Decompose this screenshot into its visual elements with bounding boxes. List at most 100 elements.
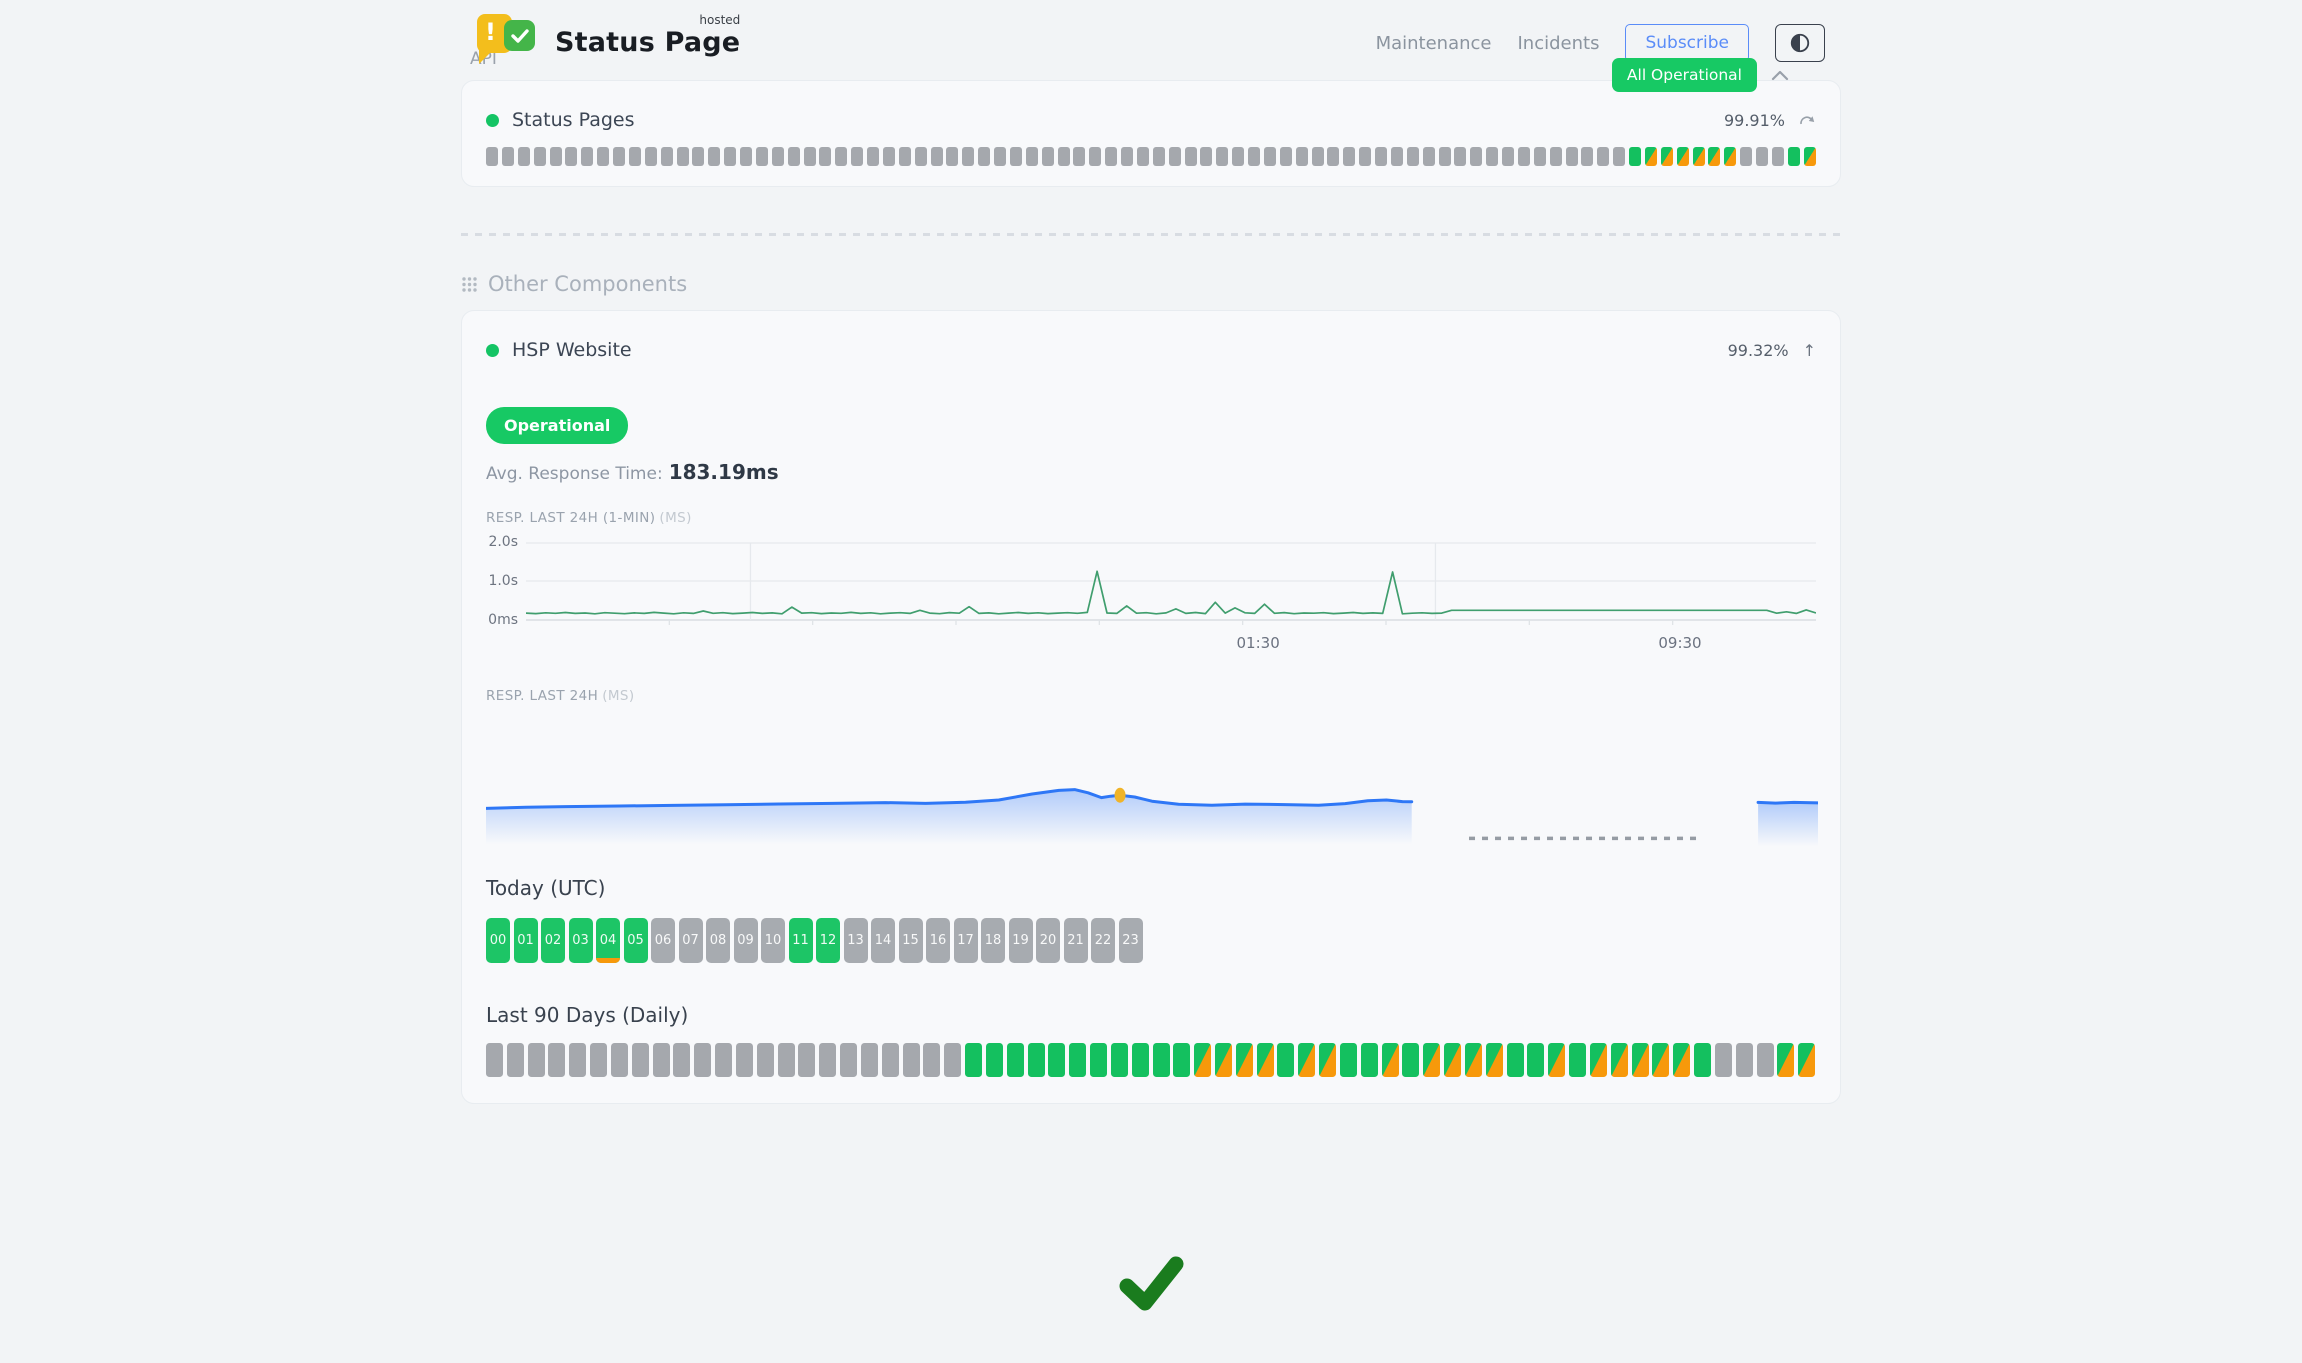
uptime-bar[interactable] — [692, 147, 705, 166]
uptime-bar[interactable] — [501, 147, 514, 166]
uptime-bar[interactable] — [803, 147, 816, 166]
hour-block-12[interactable]: 12 — [816, 918, 840, 963]
uptime-bar[interactable] — [1724, 147, 1737, 166]
hour-block-22[interactable]: 22 — [1091, 918, 1115, 963]
chevron-up-icon[interactable] — [1771, 70, 1789, 81]
uptime-bar[interactable] — [1402, 1043, 1420, 1077]
uptime-bar[interactable] — [798, 1043, 816, 1077]
uptime-bar[interactable] — [1533, 147, 1546, 166]
uptime-bar[interactable] — [1569, 1043, 1587, 1077]
uptime-bar[interactable] — [1200, 147, 1213, 166]
hour-block-11[interactable]: 11 — [788, 918, 813, 963]
uptime-bar[interactable] — [1652, 1043, 1670, 1077]
uptime-bar[interactable] — [1708, 147, 1721, 166]
uptime-bar[interactable] — [1089, 147, 1102, 166]
uptime-bar[interactable] — [1506, 1043, 1524, 1077]
uptime-bar[interactable] — [851, 147, 864, 166]
uptime-bar[interactable] — [1549, 147, 1562, 166]
refresh-icon[interactable] — [1799, 114, 1816, 127]
uptime-bar[interactable] — [962, 147, 975, 166]
uptime-bar[interactable] — [1470, 147, 1483, 166]
uptime-bar[interactable] — [1406, 147, 1419, 166]
uptime-bar[interactable] — [652, 1043, 670, 1077]
uptime-bar[interactable] — [1359, 147, 1372, 166]
uptime-bar[interactable] — [1041, 147, 1054, 166]
uptime-bar[interactable] — [1298, 1043, 1316, 1077]
uptime-bar[interactable] — [1390, 147, 1403, 166]
uptime-bar[interactable] — [1803, 147, 1816, 166]
uptime-bar[interactable] — [1644, 147, 1657, 166]
hour-block-05[interactable]: 05 — [623, 918, 648, 963]
uptime-bar[interactable] — [549, 147, 562, 166]
hour-block-13[interactable]: 13 — [843, 918, 868, 963]
uptime-bar[interactable] — [676, 147, 689, 166]
hour-block-21[interactable]: 21 — [1063, 918, 1088, 963]
uptime-bar[interactable] — [1277, 1043, 1295, 1077]
uptime-bar[interactable] — [644, 147, 657, 166]
uptime-bar[interactable] — [1069, 1043, 1087, 1077]
uptime-bar[interactable] — [533, 147, 546, 166]
hour-block-18[interactable]: 18 — [981, 918, 1005, 963]
hour-block-04[interactable]: 04 — [596, 918, 620, 963]
uptime-bar[interactable] — [1194, 1043, 1212, 1077]
uptime-bar[interactable] — [1319, 1043, 1337, 1077]
uptime-bar[interactable] — [548, 1043, 566, 1077]
uptime-bar[interactable] — [882, 147, 895, 166]
uptime-bar[interactable] — [946, 147, 959, 166]
last90-bar-strip[interactable] — [486, 1043, 1816, 1077]
uptime-bar[interactable] — [1343, 147, 1356, 166]
uptime-bar[interactable] — [1216, 147, 1229, 166]
uptime-bar[interactable] — [1009, 147, 1022, 166]
uptime-bar[interactable] — [1454, 147, 1467, 166]
uptime-bar[interactable] — [1168, 147, 1181, 166]
uptime-bar[interactable] — [1339, 1043, 1357, 1077]
theme-toggle-button[interactable] — [1775, 24, 1825, 62]
uptime-bar[interactable] — [1173, 1043, 1191, 1077]
uptime-bar[interactable] — [1110, 1043, 1128, 1077]
uptime-bar[interactable] — [1714, 1043, 1732, 1077]
uptime-bar[interactable] — [1589, 1043, 1607, 1077]
uptime-bar[interactable] — [724, 147, 737, 166]
uptime-bar[interactable] — [715, 1043, 733, 1077]
uptime-bar[interactable] — [517, 147, 530, 166]
uptime-bar[interactable] — [590, 1043, 608, 1077]
uptime-bar[interactable] — [1263, 147, 1276, 166]
uptime-bar[interactable] — [1517, 147, 1530, 166]
uptime-bar[interactable] — [1597, 147, 1610, 166]
response-area-chart[interactable] — [484, 734, 1820, 854]
uptime-bar[interactable] — [1152, 1043, 1170, 1077]
uptime-bar[interactable] — [756, 1043, 774, 1077]
hour-block-09[interactable]: 09 — [733, 918, 758, 963]
hour-block-17[interactable]: 17 — [953, 918, 978, 963]
uptime-bar[interactable] — [860, 1043, 878, 1077]
uptime-bar[interactable] — [1692, 147, 1705, 166]
uptime-bar[interactable] — [930, 147, 943, 166]
uptime-bar[interactable] — [1502, 147, 1514, 166]
uptime-bar[interactable] — [735, 1043, 753, 1077]
uptime-bar[interactable] — [898, 147, 911, 166]
uptime-bar[interactable] — [1527, 1043, 1545, 1077]
uptime-bar[interactable] — [660, 147, 673, 166]
uptime-bar-strip[interactable] — [486, 147, 1816, 166]
uptime-bar[interactable] — [777, 1043, 795, 1077]
uptime-bar[interactable] — [1214, 1043, 1232, 1077]
uptime-bar[interactable] — [1464, 1043, 1482, 1077]
uptime-bar[interactable] — [840, 1043, 858, 1077]
uptime-bar[interactable] — [1631, 1043, 1649, 1077]
uptime-bar[interactable] — [867, 147, 879, 166]
uptime-bar[interactable] — [1279, 147, 1292, 166]
hour-block-10[interactable]: 10 — [761, 918, 785, 963]
uptime-bar[interactable] — [694, 1043, 712, 1077]
uptime-bar[interactable] — [819, 1043, 837, 1077]
uptime-bar[interactable] — [1694, 1043, 1712, 1077]
uptime-bar[interactable] — [944, 1043, 962, 1077]
uptime-bar[interactable] — [1610, 1043, 1628, 1077]
uptime-bar[interactable] — [1444, 1043, 1462, 1077]
collapse-arrow-icon[interactable]: ↑ — [1802, 340, 1816, 360]
uptime-bar[interactable] — [628, 147, 641, 166]
uptime-bar[interactable] — [506, 1043, 524, 1077]
uptime-bar[interactable] — [1057, 147, 1070, 166]
uptime-bar[interactable] — [1006, 1043, 1024, 1077]
hour-block-03[interactable]: 03 — [568, 918, 593, 963]
uptime-bar[interactable] — [1311, 147, 1324, 166]
